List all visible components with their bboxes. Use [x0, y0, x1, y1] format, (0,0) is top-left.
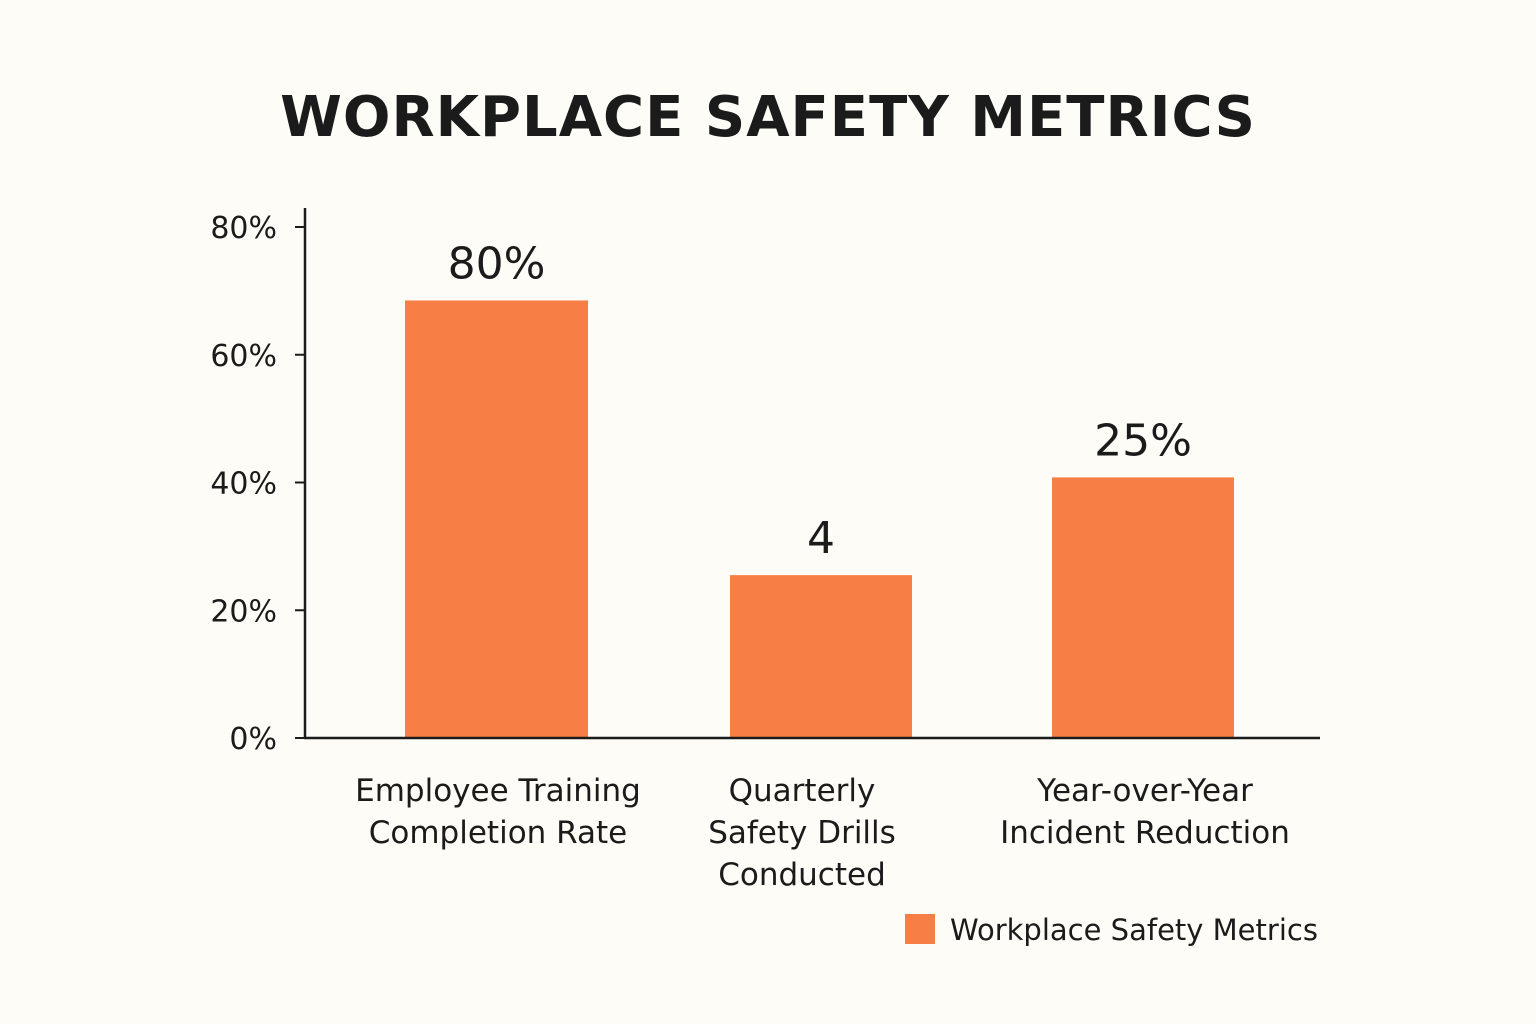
bar[interactable]	[1052, 477, 1234, 738]
legend: Workplace Safety Metrics	[905, 913, 1318, 947]
category-labels: Employee Training Completion Rate Quarterl…	[355, 773, 1290, 893]
bar[interactable]	[405, 300, 588, 738]
bars	[405, 300, 1234, 738]
data-label: 4	[807, 513, 835, 564]
x-category-label: Completion Rate	[369, 815, 628, 851]
y-tick-label: 80%	[210, 211, 277, 246]
y-tick-label: 20%	[210, 594, 277, 629]
legend-swatch	[905, 914, 935, 944]
legend-label: Workplace Safety Metrics	[950, 913, 1318, 947]
bar[interactable]	[730, 575, 912, 738]
value-labels: 80% 4 25%	[448, 238, 1192, 564]
x-category-label: Safety Drills	[708, 815, 896, 851]
x-category-label: Conducted	[718, 857, 886, 893]
y-axis-ticks: 0% 20% 40% 60% 80%	[210, 211, 305, 757]
chart-title: WORKPLACE SAFETY METRICS	[280, 85, 1256, 150]
x-category-label: Incident Reduction	[1000, 815, 1290, 851]
axes	[303, 208, 1320, 740]
data-label: 80%	[448, 238, 546, 289]
data-label: 25%	[1094, 415, 1192, 466]
x-category-label: Year-over-Year	[1036, 773, 1253, 809]
x-category-label: Quarterly	[729, 773, 876, 809]
y-tick-label: 0%	[229, 722, 277, 757]
x-category-label: Employee Training	[355, 773, 641, 809]
y-tick-label: 40%	[210, 467, 277, 502]
y-tick-label: 60%	[210, 339, 277, 374]
